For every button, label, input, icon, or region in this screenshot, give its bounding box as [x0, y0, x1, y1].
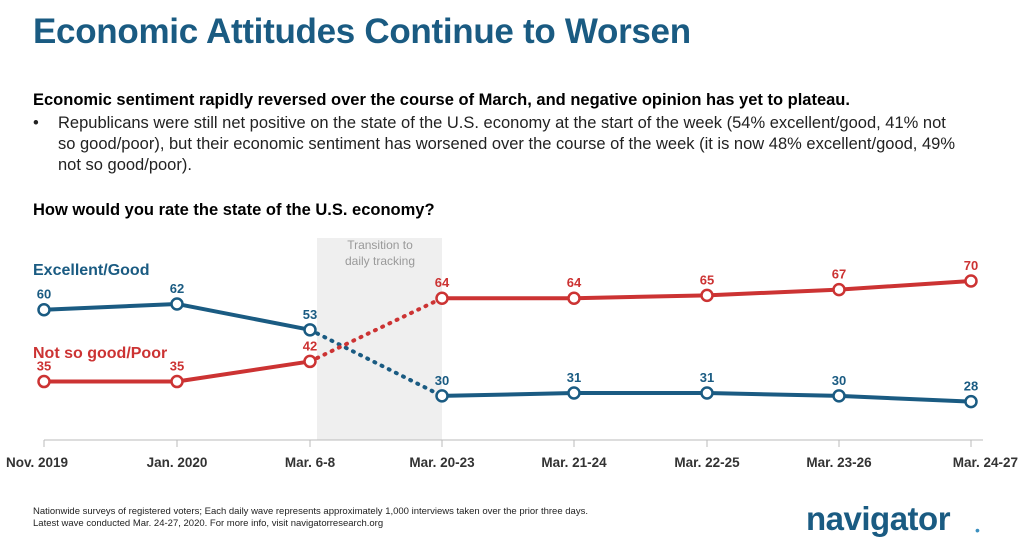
transition-label: daily tracking [345, 254, 415, 268]
data-label: 30 [832, 373, 846, 388]
series-name-label: Excellent/Good [33, 262, 149, 279]
line-chart: Transition to daily tracking Nov. 2019 Jan… [6, 238, 1018, 470]
x-tick-label: Jan. 2020 [147, 455, 208, 470]
data-label: 64 [567, 275, 582, 290]
data-point [567, 291, 581, 305]
data-label: 64 [435, 275, 450, 290]
data-point [303, 354, 317, 369]
data-label: 60 [37, 287, 51, 302]
series-name-label: Not so good/Poor [33, 345, 167, 362]
data-point [170, 297, 184, 311]
x-tick-label: Mar. 24-27 [953, 455, 1018, 470]
page-title: Economic Attitudes Continue to Worsen [33, 12, 691, 51]
transition-band [317, 238, 442, 440]
subheadline: Economic sentiment rapidly reversed over… [33, 91, 850, 109]
data-point [700, 288, 714, 303]
x-tick-label: Nov. 2019 [6, 455, 68, 470]
data-point [37, 302, 51, 317]
footnote-line-2: Latest wave conducted Mar. 24-27, 2020. … [33, 517, 384, 529]
data-point [832, 389, 846, 403]
logo-dot-icon: • [975, 522, 980, 538]
navigator-logo: navigator [806, 500, 951, 537]
data-point [435, 291, 449, 305]
data-point [170, 374, 184, 389]
data-label: 35 [37, 359, 51, 374]
x-tick-label: Mar. 22-25 [674, 455, 740, 470]
data-label: 67 [832, 267, 846, 282]
data-label: 28 [964, 379, 978, 394]
x-tick-label: Mar. 20-23 [409, 455, 475, 470]
data-label: 53 [303, 307, 317, 322]
series-line-dotted [308, 296, 444, 364]
bullet-point: • Republicans were still net positive on… [33, 113, 963, 176]
data-point [832, 282, 846, 297]
data-label: 42 [303, 338, 317, 353]
series-line-dotted [308, 327, 444, 398]
x-tick-label: Mar. 6-8 [285, 455, 336, 470]
data-label: 31 [567, 370, 581, 385]
data-point [303, 323, 317, 337]
data-label: 70 [964, 258, 978, 273]
data-label: 62 [170, 281, 184, 296]
data-point [964, 394, 978, 409]
data-label: 65 [700, 272, 714, 287]
footnote-line-1: Nationwide surveys of registered voters;… [33, 506, 588, 517]
data-point [37, 374, 51, 389]
chart-question: How would you rate the state of the U.S.… [33, 201, 435, 219]
bullet-text: Republicans were still net positive on t… [58, 114, 956, 174]
data-point [567, 386, 581, 400]
data-label: 31 [700, 370, 714, 385]
data-label: 35 [170, 359, 184, 374]
data-label: 30 [435, 373, 449, 388]
x-tick-label: Mar. 21-24 [541, 455, 607, 470]
x-tick-label: Mar. 23-26 [806, 455, 872, 470]
data-point [964, 274, 978, 288]
data-point [700, 386, 714, 400]
footnote: Nationwide surveys of registered voters;… [33, 506, 733, 529]
data-point [435, 389, 449, 403]
transition-label: Transition to [347, 238, 413, 252]
bullet-marker: • [33, 114, 39, 132]
